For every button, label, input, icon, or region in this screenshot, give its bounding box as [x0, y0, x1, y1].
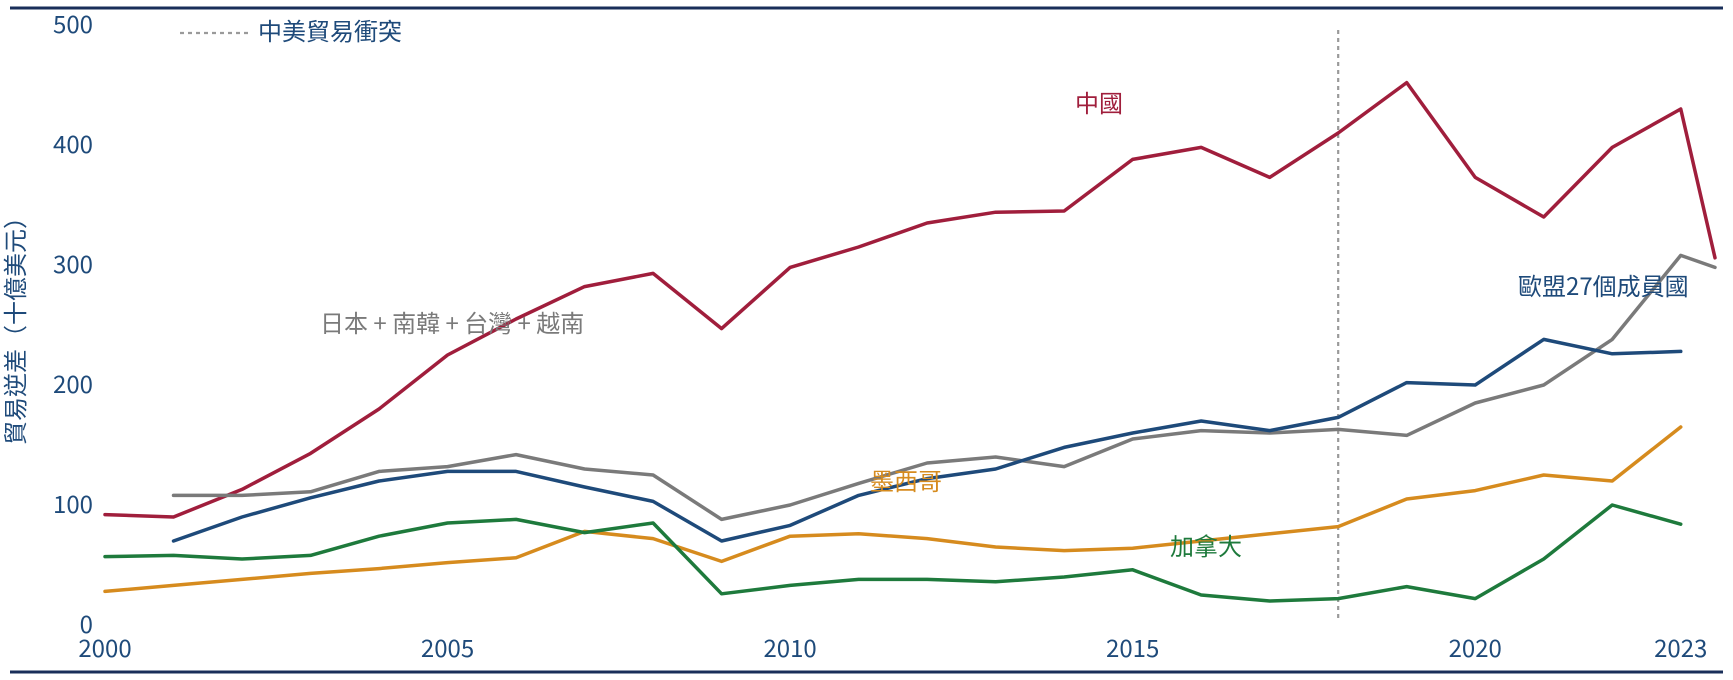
trade-deficit-chart: 貿易逆差（十億美元）010020030040050020002005201020…	[0, 0, 1733, 680]
x-tick-label: 2000	[78, 629, 131, 664]
x-tick-label: 2023	[1654, 629, 1707, 664]
series-label-eu27: 歐盟27個成員國	[1518, 267, 1689, 302]
y-tick-label: 500	[53, 5, 93, 40]
series-label-mexico: 墨西哥	[870, 462, 942, 497]
y-tick-label: 200	[53, 365, 93, 400]
series-label-asia4: 日本 + 南韓 + 台灣 + 越南	[320, 304, 584, 339]
y-tick-label: 400	[53, 125, 93, 160]
x-tick-label: 2005	[421, 629, 474, 664]
x-tick-label: 2015	[1106, 629, 1159, 664]
y-tick-label: 100	[53, 485, 93, 520]
x-tick-label: 2020	[1449, 629, 1502, 664]
y-tick-label: 300	[53, 245, 93, 280]
y-axis-title: 貿易逆差（十億美元）	[0, 205, 31, 445]
x-tick-label: 2010	[763, 629, 816, 664]
series-label-china: 中國	[1075, 84, 1123, 119]
legend-trade-war-label: 中美貿易衝突	[258, 12, 402, 47]
series-label-canada: 加拿大	[1170, 527, 1242, 562]
